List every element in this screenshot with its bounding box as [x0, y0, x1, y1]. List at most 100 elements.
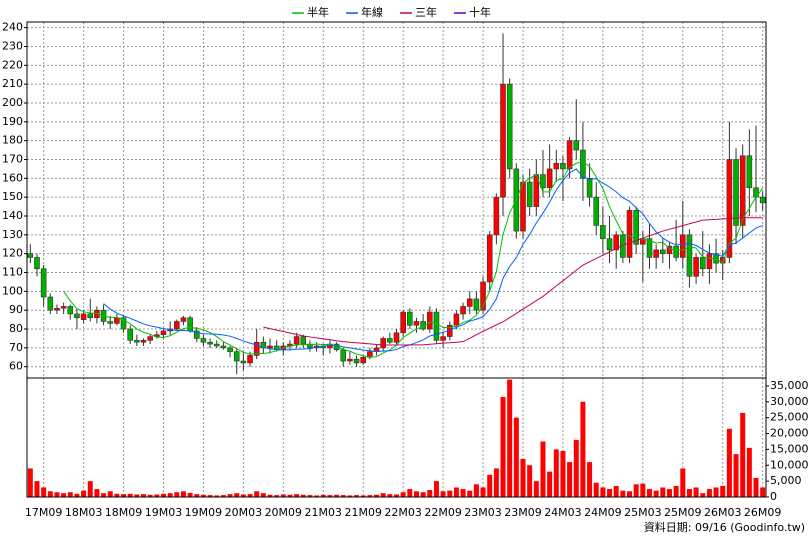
volume-bar — [207, 495, 213, 497]
volume-bar — [367, 495, 373, 497]
candle-body — [213, 343, 220, 347]
x-tick-label: 21M03 — [305, 506, 343, 519]
volume-bar — [340, 495, 346, 497]
candle-body — [393, 332, 400, 343]
y-tick-label: 20,000 — [770, 427, 808, 440]
candle-body — [600, 225, 606, 239]
candle-body — [387, 338, 393, 343]
volume-bar — [560, 450, 566, 497]
y-tick-label: 90 — [9, 303, 23, 316]
volume-bar — [600, 487, 606, 497]
volume-bar — [154, 494, 160, 497]
x-tick-label: 25M03 — [624, 506, 662, 519]
volume-bar — [666, 489, 672, 497]
volume-bar — [720, 485, 726, 497]
candle-body — [739, 155, 746, 226]
volume-bar — [240, 494, 246, 497]
ma-line — [103, 168, 763, 353]
y-tick-label: 230 — [2, 39, 23, 52]
volume-bar — [607, 489, 613, 497]
candle-body — [500, 83, 506, 198]
volume-bar — [254, 491, 260, 497]
volume-bar — [740, 412, 746, 497]
candle-body — [553, 162, 560, 170]
candle-body — [400, 311, 406, 334]
volume-bar — [553, 449, 559, 497]
candle-body — [187, 317, 193, 332]
y-tick-label: 170 — [2, 153, 23, 166]
y-tick-label: 5,000 — [770, 474, 802, 487]
y-tick-label: 60 — [9, 360, 23, 373]
volume-bar — [34, 481, 40, 497]
candle-body — [679, 234, 686, 258]
candle-body — [180, 317, 187, 322]
volume-bar — [81, 490, 87, 497]
volume-bar — [527, 465, 533, 497]
candle-body — [193, 330, 200, 339]
footer: 資料日期: 09/16 (Goodinfo.tw) — [644, 520, 805, 534]
candle-body — [486, 234, 493, 283]
candle-body — [493, 196, 500, 236]
candle-body — [573, 140, 580, 151]
volume-bar — [640, 483, 646, 497]
x-tick-label: 26M03 — [704, 506, 742, 519]
candle-body — [40, 268, 47, 298]
volume-bar — [274, 495, 280, 497]
legend-label: 三年 — [415, 5, 437, 19]
candle-body — [134, 340, 140, 343]
volume-bar — [141, 494, 147, 497]
volume-bar — [713, 487, 719, 497]
candle-body — [120, 317, 127, 330]
candle-body — [220, 345, 227, 349]
volume-bar — [127, 493, 133, 497]
candle-body — [706, 253, 713, 270]
volume-bar — [214, 495, 220, 497]
candle-body — [174, 321, 180, 330]
volume-bar — [680, 468, 686, 497]
ma-line — [263, 217, 763, 346]
candle-body — [686, 234, 693, 277]
volume-bar — [573, 439, 579, 497]
volume-bar — [327, 495, 333, 497]
candle-body — [300, 336, 307, 345]
volume-bar — [540, 441, 546, 497]
volume-bar — [746, 447, 752, 497]
x-tick-label: 23M09 — [504, 506, 542, 519]
volume-bar — [587, 462, 593, 497]
candle-body — [47, 296, 54, 311]
candle-body — [566, 140, 573, 170]
candle-body — [640, 238, 646, 245]
candle-body — [426, 311, 433, 330]
y-tick-label: 15,000 — [770, 442, 808, 455]
volume-bar — [27, 468, 33, 497]
candle-body — [207, 341, 213, 345]
y-tick-label: 210 — [2, 77, 23, 90]
volume-bar — [347, 495, 353, 497]
candle-body — [67, 306, 74, 315]
volume-bar — [67, 492, 73, 497]
volume-bar — [121, 494, 127, 497]
candle-body — [360, 356, 367, 364]
candle-body — [240, 360, 247, 364]
y-tick-label: 240 — [2, 21, 23, 34]
volume-bar — [567, 462, 573, 497]
volume-bar — [440, 491, 446, 497]
volume-bar — [107, 491, 113, 497]
volume-bar — [61, 493, 67, 497]
candle-body — [140, 340, 147, 343]
candle-body — [107, 321, 114, 324]
volume-bar — [280, 494, 286, 497]
volume-bar — [660, 487, 666, 497]
volume-bar — [300, 494, 306, 497]
candle-body — [606, 238, 613, 251]
candle-body — [633, 210, 639, 245]
volume-bar — [94, 489, 100, 497]
y-tick-label: 150 — [2, 190, 23, 203]
volume-bar — [334, 494, 340, 497]
x-tick-label: 23M03 — [464, 506, 502, 519]
candle-body — [440, 336, 446, 341]
y-tick-label: 140 — [2, 209, 23, 222]
candle-body — [473, 298, 480, 311]
candle-body — [200, 338, 207, 343]
